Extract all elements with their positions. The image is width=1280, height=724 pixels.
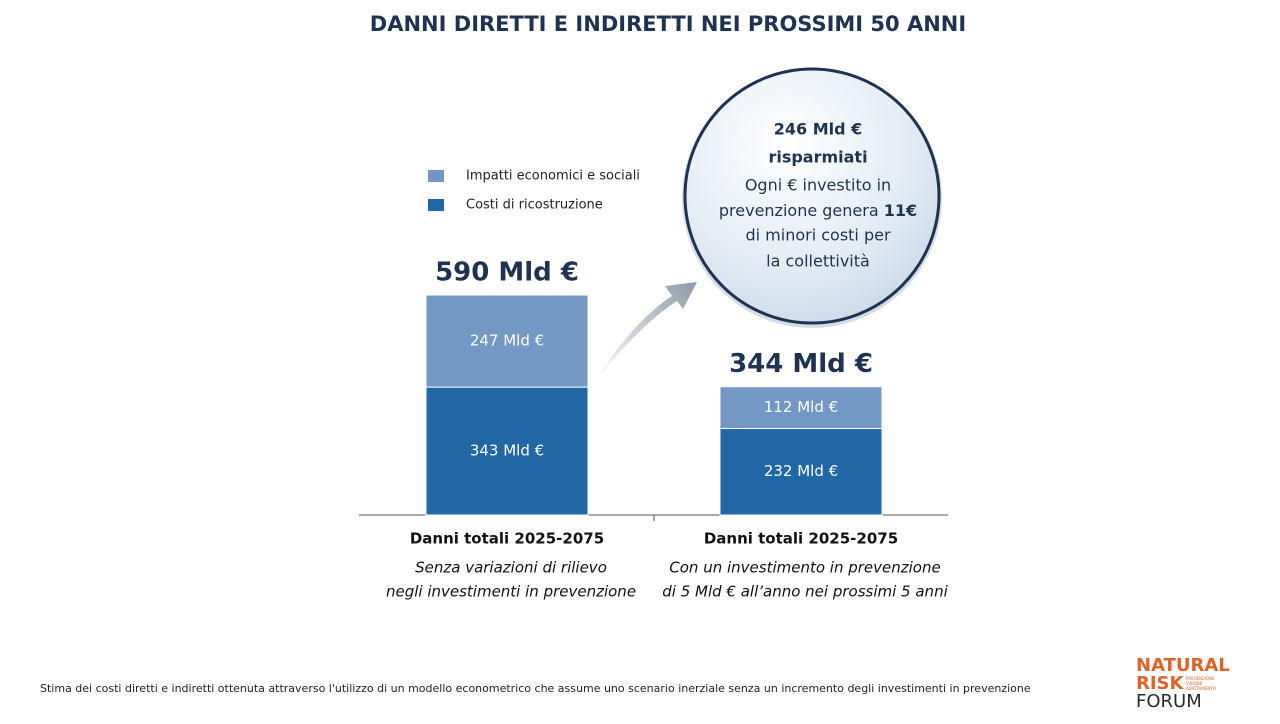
- legend-label: Impatti economici e sociali: [466, 169, 640, 184]
- callout-headline: risparmiati: [768, 148, 867, 167]
- logo-text: FORUM: [1136, 691, 1202, 712]
- callout-body: di minori costi per: [745, 226, 890, 245]
- x-tick-label: Danni totali 2025-2075: [410, 530, 604, 548]
- bar-segment: [425, 386, 589, 516]
- callout-body: Ogni € investito in: [745, 176, 891, 195]
- logo-tagline: ADATTAMENTO: [1186, 686, 1216, 691]
- callout-headline: 246 Mld €: [774, 120, 863, 139]
- value-label: 232 Mld €: [764, 462, 838, 480]
- total-label: 344 Mld €: [729, 349, 873, 379]
- callout-emphasis: 11€: [884, 201, 917, 220]
- logo-text: RISK: [1136, 673, 1185, 694]
- bar-segment: [719, 386, 883, 429]
- value-label: 343 Mld €: [470, 442, 544, 460]
- x-tick-label: Danni totali 2025-2075: [704, 530, 898, 548]
- legend-swatch: [428, 170, 444, 182]
- category-note: Con un investimento in prevenzione: [669, 559, 940, 577]
- legend-label: Costi di ricostruzione: [466, 198, 603, 213]
- callout-body: prevenzione genera: [719, 201, 879, 220]
- category-note: Senza variazioni di rilievo: [415, 559, 607, 577]
- callout-bubble: [683, 67, 941, 325]
- legend-swatch: [428, 199, 444, 211]
- logo-text: NATURAL: [1136, 655, 1230, 676]
- footnote: Stima dei costi diretti e indiretti otte…: [40, 682, 1031, 695]
- chart-title: DANNI DIRETTI E INDIRETTI NEI PROSSIMI 5…: [370, 12, 966, 36]
- category-note: di 5 Mld € all’anno nei prossimi 5 anni: [662, 583, 948, 601]
- category-note: negli investimenti in prevenzione: [386, 583, 636, 601]
- total-label: 590 Mld €: [435, 258, 579, 288]
- value-label: 112 Mld €: [764, 398, 838, 416]
- bar-segment: [425, 294, 589, 388]
- callout-body: prevenzione genera 11€: [719, 201, 917, 220]
- logo-tagline: PREVENZIONE: [1186, 676, 1215, 681]
- arrow: [595, 282, 697, 382]
- callout-body: la collettività: [766, 252, 870, 271]
- value-label: 247 Mld €: [470, 332, 544, 350]
- bar-segment: [719, 427, 883, 516]
- logo-tagline: VISIONE: [1186, 681, 1203, 686]
